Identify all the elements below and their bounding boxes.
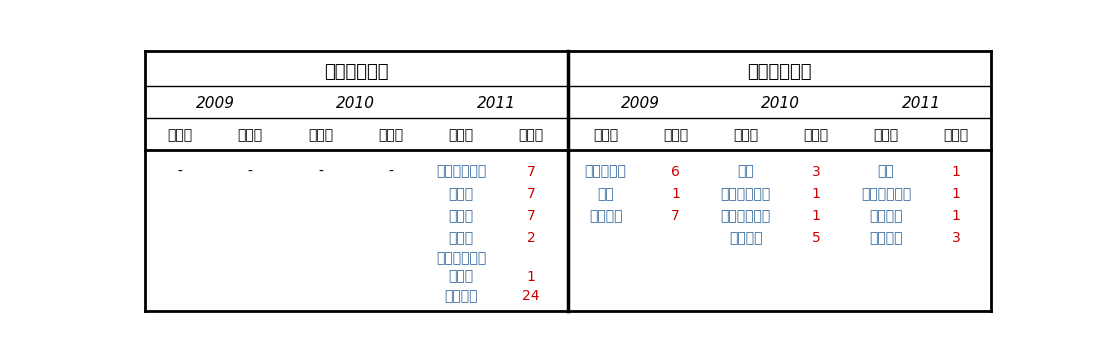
Text: 1: 1 bbox=[951, 209, 960, 223]
Text: 1: 1 bbox=[951, 187, 960, 201]
Text: 2010: 2010 bbox=[761, 97, 800, 111]
Text: 1: 1 bbox=[811, 187, 820, 201]
Text: 7: 7 bbox=[527, 187, 536, 201]
Text: 품목수: 품목수 bbox=[378, 129, 403, 143]
Text: 3: 3 bbox=[811, 165, 820, 179]
Text: 품목수: 품목수 bbox=[238, 129, 263, 143]
Text: 2009: 2009 bbox=[621, 97, 660, 111]
Text: 2: 2 bbox=[527, 231, 536, 245]
Text: 빵류: 빵류 bbox=[877, 165, 894, 179]
Text: 품목명: 품목명 bbox=[308, 129, 333, 143]
Text: 고형차: 고형차 bbox=[449, 231, 474, 245]
Text: 타마린드색소: 타마린드색소 bbox=[720, 209, 771, 223]
Text: 6: 6 bbox=[671, 165, 681, 179]
Text: 총품목수: 총품목수 bbox=[589, 209, 622, 223]
Text: 2011: 2011 bbox=[902, 97, 940, 111]
Text: 품목명: 품목명 bbox=[168, 129, 192, 143]
Text: 총품목수: 총품목수 bbox=[870, 231, 903, 245]
Text: 과자: 과자 bbox=[598, 187, 614, 201]
Text: 침출차: 침출차 bbox=[449, 209, 474, 223]
Text: 2010: 2010 bbox=[336, 97, 375, 111]
Text: 빵류: 빵류 bbox=[737, 165, 755, 179]
Text: 총품목수: 총품목수 bbox=[729, 231, 762, 245]
Text: 2011: 2011 bbox=[476, 97, 516, 111]
Text: 총품목수: 총품목수 bbox=[444, 289, 477, 303]
Text: 초콜릿가공품: 초콜릿가공품 bbox=[861, 187, 912, 201]
Text: -: - bbox=[248, 165, 253, 179]
Text: -: - bbox=[388, 165, 393, 179]
Text: 품목수: 품목수 bbox=[518, 129, 544, 143]
Text: -: - bbox=[178, 165, 182, 179]
Text: 1: 1 bbox=[811, 209, 820, 223]
Text: 마리골드색소: 마리골드색소 bbox=[324, 63, 389, 81]
Text: 품목명: 품목명 bbox=[873, 129, 898, 143]
Text: 품목명: 품목명 bbox=[449, 129, 474, 143]
Text: 3: 3 bbox=[951, 231, 960, 245]
Text: -: - bbox=[318, 165, 323, 179]
Text: 기타식품효소: 기타식품효소 bbox=[435, 252, 486, 266]
Text: 7: 7 bbox=[527, 209, 536, 223]
Text: 2009: 2009 bbox=[196, 97, 234, 111]
Text: 품목수: 품목수 bbox=[803, 129, 829, 143]
Text: 액상차: 액상차 bbox=[449, 187, 474, 201]
Text: 1: 1 bbox=[527, 270, 536, 284]
Text: 당류가공품: 당류가공품 bbox=[585, 165, 627, 179]
Text: 기타발효음료: 기타발효음료 bbox=[435, 165, 486, 179]
Text: 7: 7 bbox=[672, 209, 680, 223]
Text: 함유제: 함유제 bbox=[449, 270, 474, 284]
Text: 혼합제제: 혼합제제 bbox=[870, 209, 903, 223]
Text: 품목수: 품목수 bbox=[944, 129, 969, 143]
Text: 1: 1 bbox=[671, 187, 681, 201]
Text: 타마린드색소: 타마린드색소 bbox=[747, 63, 812, 81]
Text: 품목명: 품목명 bbox=[593, 129, 618, 143]
Text: 7: 7 bbox=[527, 165, 536, 179]
Text: 초콜릿가공품: 초콜릿가공품 bbox=[720, 187, 771, 201]
Text: 품목명: 품목명 bbox=[734, 129, 758, 143]
Text: 1: 1 bbox=[951, 165, 960, 179]
Text: 5: 5 bbox=[811, 231, 820, 245]
Text: 24: 24 bbox=[523, 289, 540, 303]
Text: 품목수: 품목수 bbox=[663, 129, 688, 143]
